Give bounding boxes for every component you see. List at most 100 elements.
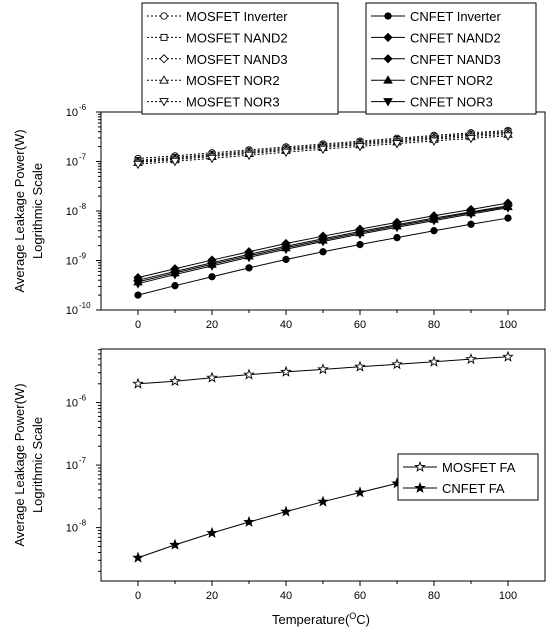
data-point-cnfet-nor3 [244,253,254,263]
legend-marker [159,75,169,84]
data-point-cnfet-inverter [208,273,216,281]
data-point-cnfet-nor3 [355,230,365,240]
x-tick-label: 100 [499,590,517,602]
data-point-cnfet-nor3 [429,217,439,226]
y-tick-label: 10 [66,206,78,218]
y-tick-label: 10 [66,256,78,268]
x-axis-label: Temperature(OC) [272,611,370,627]
data-point-mosfet-nor3 [133,160,143,170]
legend-marker [383,54,393,64]
data-point-mosfet-fa [280,365,292,377]
legend-marker [383,98,393,107]
data-point-cnfet-fa [354,486,366,498]
y-tick-label: 10 [66,305,78,317]
data-point-cnfet-inverter [245,264,253,272]
x-tick-label: 20 [206,319,218,331]
y-tick-exponent: -10 [79,301,91,310]
y-tick-exponent: -7 [79,456,87,465]
legend-marker [414,460,426,472]
x-tick-label: 0 [135,319,141,331]
legend-label: CNFET FA [442,481,505,496]
data-point-cnfet-nor3 [503,204,513,213]
data-point-mosfet-nor3 [392,140,402,149]
legend-label: CNFET NAND3 [410,52,501,67]
legend-label: MOSFET FA [442,460,516,475]
legend-marker [414,481,426,493]
legend-label: MOSFET NOR3 [186,95,280,110]
data-point-cnfet-fa [132,551,144,563]
data-point-mosfet-nor3 [318,145,328,155]
data-point-mosfet-fa [465,353,477,365]
data-point-mosfet-fa [354,360,366,372]
data-point-cnfet-inverter [356,240,364,249]
data-point-cnfet-fa [280,505,292,517]
data-point-cnfet-nor3 [133,280,143,289]
data-point-mosfet-fa [132,377,144,389]
x-tick-label: 0 [135,590,141,602]
legend-0: MOSFET Inverter MOSFET NAND2 MOSFET NAND3 M… [141,2,339,115]
data-point-cnfet-nor3 [466,210,476,219]
data-point-cnfet-inverter [393,233,401,242]
series-cnfet-inverter [134,214,512,299]
legend-marker [160,33,168,41]
data-point-mosfet-fa [502,350,514,362]
x-tick-label: 80 [428,319,440,331]
y-tick-exponent: -9 [79,252,87,261]
series-line-cnfet-inverter [137,217,509,296]
y-tick-label: 10 [66,398,78,410]
legend-box [141,2,339,115]
data-point-cnfet-fa [206,526,218,538]
data-point-mosfet-nor3 [207,154,217,164]
legend-marker [159,98,169,107]
data-point-mosfet-nor3 [281,148,291,158]
y-axis-label: Average Leakage Power(W) [12,129,27,292]
x-tick-label: 20 [206,590,218,602]
data-point-cnfet-inverter [430,227,438,235]
legend-0: MOSFET FA CNFET FA [397,453,539,501]
data-point-cnfet-inverter [319,248,327,256]
data-point-mosfet-fa [169,375,181,387]
y-axis-label-line2: Logrithmic Scale [30,163,45,259]
legend-marker [384,12,392,20]
data-point-mosfet-fa [206,371,218,383]
data-point-cnfet-fa [243,515,255,527]
legend-label: MOSFET NAND3 [186,52,288,67]
legend-label: MOSFET Inverter [186,9,288,24]
legend-label: CNFET NAND2 [410,30,501,45]
y-tick-exponent: -6 [79,103,87,112]
y-tick-label: 10 [66,460,78,472]
y-tick-label: 10 [66,523,78,535]
data-point-cnfet-inverter [282,255,290,264]
x-tick-label: 40 [280,590,292,602]
data-point-mosfet-fa [391,358,403,370]
data-point-mosfet-fa [428,355,440,367]
data-point-cnfet-fa [317,495,329,507]
data-point-mosfet-nor3 [466,134,476,144]
legend-marker [383,75,393,84]
data-point-cnfet-inverter [504,214,512,222]
data-point-cnfet-nor3 [318,238,328,247]
y-axis-label: Average Leakage Power(W) [12,383,27,546]
data-point-cnfet-inverter [171,282,179,290]
y-tick-exponent: -8 [79,202,87,211]
legend-label: MOSFET NAND2 [186,30,288,45]
data-point-mosfet-nor3 [355,142,365,152]
data-point-mosfet-nor3 [244,151,254,161]
data-point-cnfet-nor3 [281,245,291,255]
data-point-mosfet-nor3 [429,137,439,146]
data-point-cnfet-nor3 [392,223,402,233]
x-tick-label: 100 [499,319,517,331]
y-tick-exponent: -6 [79,394,87,403]
legend-marker [383,32,393,43]
series-mosfet-nor3 [133,132,513,170]
data-point-cnfet-inverter [134,291,142,299]
legend-marker [160,12,168,20]
legend-label: CNFET Inverter [410,9,501,24]
legend-1: CNFET Inverter CNFET NAND2 CNFET NAND3 CNFE… [365,2,537,115]
y-tick-exponent: -7 [79,153,87,162]
series-cnfet-nor3 [133,204,513,289]
x-tick-label: 60 [354,590,366,602]
y-tick-label: 10 [66,107,78,119]
